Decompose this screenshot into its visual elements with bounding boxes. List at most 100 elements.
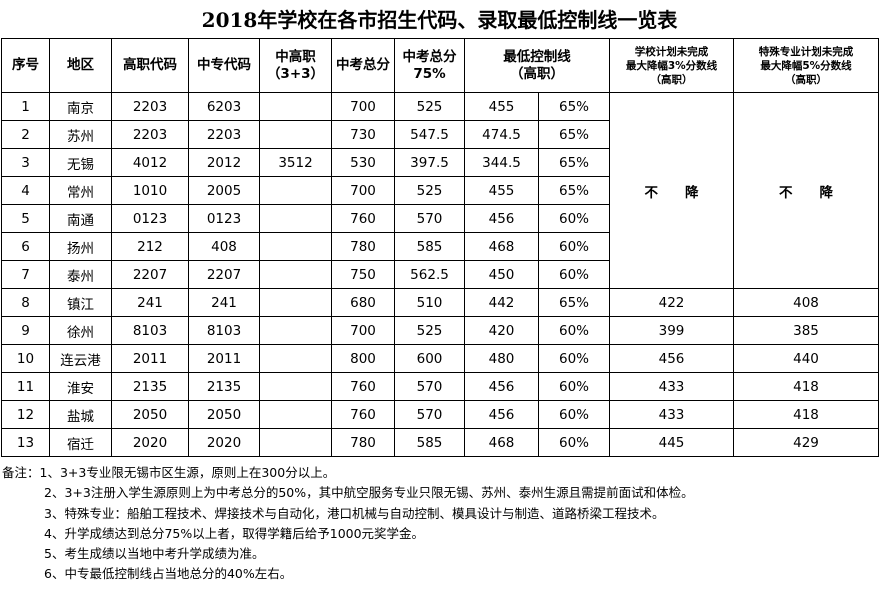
table-cell: 11 <box>1 372 50 401</box>
table-cell: 700 <box>331 316 395 345</box>
table-cell: 常州 <box>49 176 112 205</box>
table-cell: 455 <box>464 176 539 205</box>
table-row: 1 南京 2203 6203 700 525 455 65% 不 降不 降 <box>1 92 879 289</box>
table-cell: 12 <box>1 400 50 429</box>
header-line: 地区 <box>67 57 94 73</box>
score-table: 序号 地区 高职代码 中专代码 中高职 （3+3） 中考总分 中考总分 75% 最低控制线 （高职）… <box>1 38 879 457</box>
table-cell: 南通 <box>49 204 112 233</box>
table-cell: 65% <box>538 148 610 177</box>
table-cell <box>259 232 332 261</box>
table-cell: 468 <box>464 428 539 457</box>
header-line: 最低控制线 <box>503 48 571 65</box>
table-cell: 408 <box>188 232 260 261</box>
table-cell: 2011 <box>111 344 189 373</box>
table-cell: 2020 <box>111 428 189 457</box>
table-cell: 420 <box>464 316 539 345</box>
table-cell: 474.5 <box>464 120 539 149</box>
table-cell: 480 <box>464 344 539 373</box>
table-cell: 3512 <box>259 148 332 177</box>
note-text: 5、考生成绩以当地中考升学成绩为准。 <box>44 546 265 562</box>
table-cell: 扬州 <box>49 232 112 261</box>
table-cell: 2207 <box>188 260 260 289</box>
table-cell: 212 <box>111 232 189 261</box>
table-cell: 456 <box>609 344 734 373</box>
table-cell: 456 <box>464 204 539 233</box>
table-cell: 422 <box>609 288 734 317</box>
table-cell: 385 <box>733 316 879 345</box>
table-cell: 408 <box>733 288 879 317</box>
header-line: 中专代码 <box>197 57 251 73</box>
header-line: 75% <box>413 65 446 82</box>
table-cell: 9 <box>1 316 50 345</box>
table-cell: 433 <box>609 372 734 401</box>
table-cell: 连云港 <box>49 344 112 373</box>
header-line: 高职代码 <box>123 57 177 73</box>
table-cell: 600 <box>394 344 465 373</box>
table-cell: 399 <box>609 316 734 345</box>
table-cell: 65% <box>538 92 610 121</box>
table-cell: 442 <box>464 288 539 317</box>
table-cell: 65% <box>538 120 610 149</box>
table-cell: 445 <box>609 428 734 457</box>
table-cell <box>259 288 332 317</box>
note-item: 4、升学成绩达到总分75%以上者，取得学籍后给予1000元奖学金。 <box>2 524 879 544</box>
table-cell: 60% <box>538 260 610 289</box>
note-item: 备注：1、3+3专业限无锡市区生源，原则上在300分以上。 <box>2 463 879 483</box>
note-text: 1、3+3专业限无锡市区生源，原则上在300分以上。 <box>39 465 336 480</box>
table-cell <box>259 400 332 429</box>
table-cell <box>259 176 332 205</box>
header-line: 序号 <box>12 57 39 73</box>
table-cell: 397.5 <box>394 148 465 177</box>
header-cell: 中考总分 75% <box>394 38 465 93</box>
table-cell: 750 <box>331 260 395 289</box>
table-cell: 6 <box>1 232 50 261</box>
table-cell: 344.5 <box>464 148 539 177</box>
table-cell: 6203 <box>188 92 260 121</box>
table-cell: 760 <box>331 400 395 429</box>
header-cell: 最低控制线 （高职） <box>464 38 610 93</box>
table-cell: 241 <box>188 288 260 317</box>
table-cell: 510 <box>394 288 465 317</box>
table-cell: 418 <box>733 400 879 429</box>
header-cell: 高职代码 <box>111 38 189 93</box>
table-cell: 60% <box>538 400 610 429</box>
table-cell: 3 <box>1 148 50 177</box>
table-cell <box>259 92 332 121</box>
header-line: 最大降幅3%分数线 <box>625 59 718 72</box>
table-cell: 700 <box>331 92 395 121</box>
table-cell: 760 <box>331 372 395 401</box>
table-cell: 8103 <box>188 316 260 345</box>
header-cell: 学校计划未完成 最大降幅3%分数线 （高职） <box>609 38 734 93</box>
table-cell: 0123 <box>111 204 189 233</box>
table-cell: 2050 <box>111 400 189 429</box>
table-cell: 淮安 <box>49 372 112 401</box>
table-cell: 8 <box>1 288 50 317</box>
header-line: （高职） <box>650 73 693 86</box>
table-cell: 1 <box>1 92 50 121</box>
table-row: 11 淮安 2135 2135 760 570 456 60% 433 418 <box>1 372 879 401</box>
table-cell: 60% <box>538 428 610 457</box>
table-row: 4 常州 1010 2005 700 525 455 65% <box>1 176 879 205</box>
table-cell: 8103 <box>111 316 189 345</box>
table-body: 1 南京 2203 6203 700 525 455 65% 不 降不 降 2 苏州 2203 2203… <box>1 92 879 457</box>
table-cell: 2203 <box>188 120 260 149</box>
table-cell: 镇江 <box>49 288 112 317</box>
table-cell: 徐州 <box>49 316 112 345</box>
table-cell: 456 <box>464 400 539 429</box>
table-cell: 760 <box>331 204 395 233</box>
header-line: 中考总分 <box>402 48 457 65</box>
table-cell: 10 <box>1 344 50 373</box>
table-cell: 455 <box>464 92 539 121</box>
header-cell: 地区 <box>49 38 112 93</box>
table-cell: 2 <box>1 120 50 149</box>
table-cell <box>259 204 332 233</box>
header-cell: 中考总分 <box>331 38 395 93</box>
note-item: 6、中专最低控制线占当地总分的40%左右。 <box>2 564 879 584</box>
table-cell: 2012 <box>188 148 260 177</box>
table-cell: 65% <box>538 176 610 205</box>
table-cell: 1010 <box>111 176 189 205</box>
table-cell: 418 <box>733 372 879 401</box>
table-cell <box>259 344 332 373</box>
table-cell: 60% <box>538 204 610 233</box>
